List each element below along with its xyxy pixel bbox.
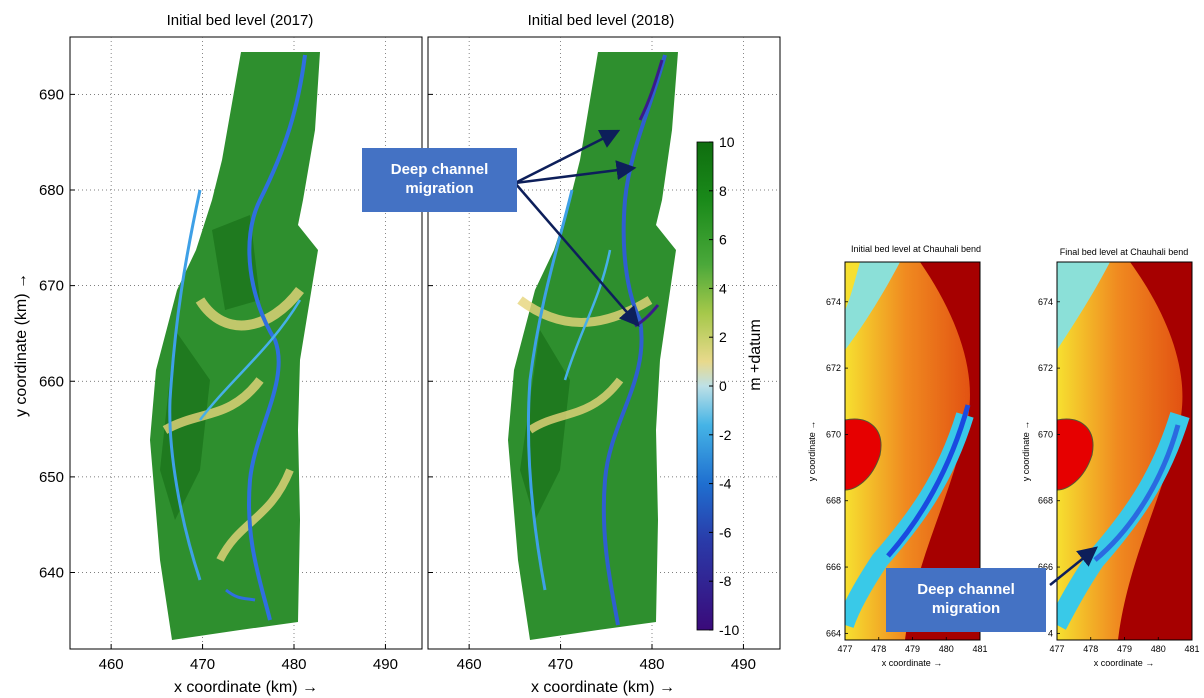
x-tick-label: 478: [1083, 644, 1098, 654]
high-bank-zone: [1118, 262, 1192, 640]
shallow-zone: [845, 262, 900, 350]
x-tick-label: 480: [1151, 644, 1166, 654]
colorbar-ticks: 10 8 6 4 2 0 -2 -4 -6 -8 -10: [709, 134, 739, 638]
y-tick-label: 670: [826, 429, 841, 439]
callout-deep-channel-bottom: Deep channel migration: [886, 568, 1046, 632]
x-axis-label-2017: x coordinate (km) →: [174, 679, 318, 696]
y-tick-label: 666: [826, 562, 841, 572]
x-tick-label: 481: [1184, 644, 1199, 654]
panel-2017: 460 470 480 490 640 650 660 670 680 690 Initial b…: [13, 12, 423, 696]
x-tick-label: 480: [939, 644, 954, 654]
y-axis-label-initial-bend: y coordinate →: [807, 421, 817, 482]
x-tick-label: 479: [1117, 644, 1132, 654]
channel-line: [526, 189, 574, 591]
x-tick-label: 490: [373, 656, 398, 673]
colorbar-tick-label: 4: [719, 280, 727, 296]
x-tick-label: 479: [905, 644, 920, 654]
x-tick-label: 470: [190, 656, 215, 673]
x-tick-label: 477: [837, 644, 852, 654]
callout-arrow: [514, 160, 637, 185]
sand-bar: [195, 286, 304, 331]
channel-line: [601, 54, 667, 626]
y-tick-label: 640: [39, 565, 64, 582]
x-tick-label: 478: [871, 644, 886, 654]
channel-line: [199, 299, 302, 421]
x-tick-label: 490: [731, 656, 756, 673]
channel-line: [563, 249, 612, 381]
panel-2018: 460 470 480 490 Initial bed level (2018) x …: [427, 12, 781, 696]
colorbar-tick-label: -2: [719, 427, 732, 443]
river-shape-2018: [508, 52, 678, 640]
island-patch: [1057, 418, 1094, 491]
x-axis-label-final-bend: x coordinate →: [1094, 658, 1155, 668]
y-tick-label: 670: [39, 278, 64, 295]
y-tick-label: 680: [39, 182, 64, 199]
sand-bar: [162, 377, 264, 434]
colorbar-label: m +datum: [747, 319, 764, 391]
x-tick-label: 480: [281, 656, 306, 673]
chart-title-initial-bend: Initial bed level at Chauhali bend: [851, 244, 981, 254]
x-axis-label-2018: x coordinate (km) →: [531, 679, 675, 696]
colorbar-tick-label: 8: [719, 183, 727, 199]
y-tick-label: 668: [1038, 496, 1053, 506]
colorbar-tick-label: -10: [719, 622, 739, 638]
x-tick-label: 460: [457, 656, 482, 673]
x-tick-label: 477: [1049, 644, 1064, 654]
axes-2018: 460 470 480 490: [428, 93, 756, 673]
y-tick-label: 690: [39, 86, 64, 103]
colorbar-tick-label: 2: [719, 329, 727, 345]
channel-line: [225, 588, 256, 602]
colorbar-tick-label: -8: [719, 573, 732, 589]
x-axis-label-initial-bend: x coordinate →: [882, 658, 943, 668]
sand-bar: [527, 377, 624, 434]
colorbar-tick-label: 10: [719, 134, 735, 150]
colorbar-tick-label: 0: [719, 378, 727, 394]
callout-arrow: [514, 182, 640, 327]
shallow-zone: [1057, 262, 1110, 350]
colorbar-tick-label: 6: [719, 232, 727, 248]
deep-channel-line: [886, 404, 971, 558]
chart-title-2018: Initial bed level (2018): [528, 12, 675, 29]
y-tick-label: 670: [1038, 429, 1053, 439]
x-tick-label: 470: [548, 656, 573, 673]
sand-bar: [216, 468, 294, 562]
axes-2017: 460 470 480 490 640 650 660 670 680 690: [39, 86, 398, 673]
y-tick-label: 672: [826, 363, 841, 373]
island-patch: [845, 418, 882, 491]
x-tick-label: 460: [99, 656, 124, 673]
deep-channel-line: [638, 59, 664, 121]
y-axis-label-2017: y coordinate (km) →: [13, 273, 30, 417]
y-axis-label-final-bend: y coordinate →: [1021, 421, 1031, 482]
y-tick-label: 668: [826, 496, 841, 506]
y-tick-label: 674: [826, 297, 841, 307]
y-tick-label: 660: [39, 373, 64, 390]
y-tick-label: 4: [1048, 628, 1053, 638]
y-tick-label: 664: [826, 628, 841, 638]
channel-line: [247, 54, 307, 621]
x-tick-label: 480: [639, 656, 664, 673]
chart-title-final-bend: Final bed level at Chauhali bend: [1060, 247, 1189, 257]
deep-channel-line: [1093, 424, 1181, 562]
panel-final-bend: Final bed level at Chauhali bend 477 478 4…: [1021, 247, 1200, 668]
axes-final-bend: 477 478 479 480 481 4 666 668 670 672 674: [1038, 297, 1200, 654]
chart-title-2017: Initial bed level (2017): [167, 12, 314, 29]
callout-arrow: [1049, 546, 1098, 586]
colorbar-tick-label: -4: [719, 476, 732, 492]
y-tick-label: 674: [1038, 297, 1053, 307]
callout-arrow: [514, 129, 621, 185]
y-tick-label: 650: [39, 469, 64, 486]
y-tick-label: 672: [1038, 363, 1053, 373]
channel-line: [168, 189, 202, 581]
callout-deep-channel-top: Deep channel migration: [362, 148, 517, 212]
colorbar-tick-label: -6: [719, 524, 732, 540]
shallow-zone: [845, 262, 860, 310]
y-tick-label: 666: [1038, 562, 1053, 572]
x-tick-label: 481: [972, 644, 987, 654]
high-bank-zone: [905, 262, 980, 640]
axes-initial-bend: 477 478 479 480 481 664 666 668 670 672 674: [826, 297, 988, 654]
